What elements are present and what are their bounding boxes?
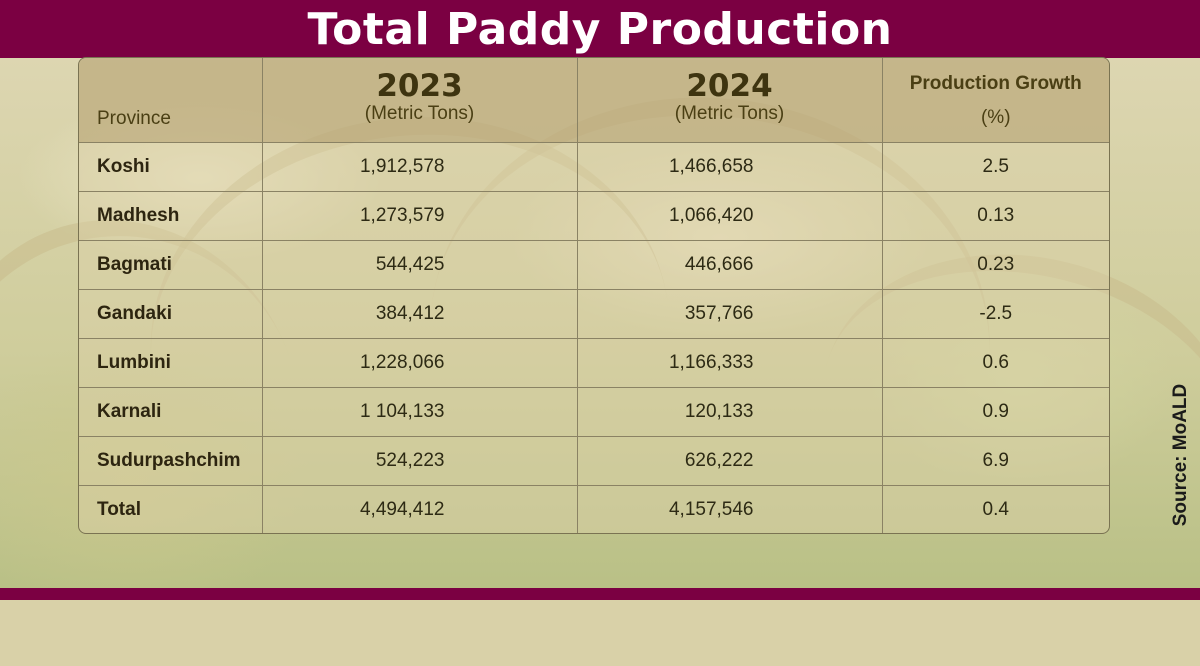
cell-province: Madhesh [79,191,263,241]
cell-growth: 0.13 [882,191,1109,241]
title-banner: Total Paddy Production [0,0,1200,58]
cell-2024: 4,157,546 [577,485,883,533]
header-2024-unit: (Metric Tons) [674,103,785,124]
header-2024-year: 2024 [686,68,773,104]
cell-2023: 544,425 [262,240,578,290]
source-credit: Source: MoALD [1170,383,1191,527]
cell-growth: 0.4 [982,498,1009,520]
header-growth-unit: (%) [980,107,1011,128]
cell-growth: 0.23 [882,240,1109,290]
cell-2024: 1,066,420 [577,191,883,241]
cell-2024: 357,766 [577,289,883,339]
page-title: Total Paddy Production [307,3,893,55]
cell-2024: 1,466,658 [577,142,883,192]
table-header-row: Province 2023 (Metric Tons) 2024 (Metric… [79,58,1109,143]
footer-bar [0,588,1200,600]
header-growth: Production Growth (%) [882,58,1109,143]
cell-2023: 1,273,579 [262,191,578,241]
cell-growth: 0.9 [882,387,1109,437]
table-row: Lumbini 1,228,066 1,166,333 0.6 [79,338,1109,388]
cell-province: Gandaki [79,289,263,339]
header-2023-year: 2023 [376,68,463,104]
cell-2024: 1,166,333 [577,338,883,388]
table-row: Gandaki 384,412 357,766 -2.5 [79,289,1109,339]
cell-2024: 120,133 [577,387,883,437]
cell-2023: 524,223 [262,436,578,486]
cell-2023: 1,912,578 [262,142,578,192]
table-row: Bagmati 544,425 446,666 0.23 [79,240,1109,290]
table-row: Koshi 1,912,578 1,466,658 2.5 [79,142,1109,192]
production-table-container: Province 2023 (Metric Tons) 2024 (Metric… [78,57,1110,534]
cell-growth: 0.6 [882,338,1109,388]
production-table: Province 2023 (Metric Tons) 2024 (Metric… [79,58,1109,533]
cell-2023: 4,494,412 [262,485,578,533]
cell-growth: -2.5 [882,289,1109,339]
header-province: Province [79,58,263,143]
cell-2023: 1 104,133 [262,387,578,437]
cell-province: Koshi [79,142,263,192]
cell-2023: 384,412 [262,289,578,339]
cell-2023: 1,228,066 [262,338,578,388]
header-growth-label: Production Growth [909,73,1082,94]
cell-2024: 626,222 [577,436,883,486]
cell-province: Sudurpashchim [79,436,263,486]
cell-province: Karnali [79,387,263,437]
table-row: Karnali 1 104,133 120,133 0.9 [79,387,1109,437]
cell-province: Lumbini [79,338,263,388]
header-2023: 2023 (Metric Tons) [262,58,578,143]
table-row: Madhesh 1,273,579 1,066,420 0.13 [79,191,1109,241]
header-2023-unit: (Metric Tons) [364,103,475,124]
header-2024: 2024 (Metric Tons) [577,58,883,143]
table-row-total: Total 4,494,412 4,157,546 0.4 [79,485,1109,533]
cell-province: Total [79,485,263,533]
table-row: Sudurpashchim 524,223 626,222 6.9 [79,436,1109,486]
cell-growth: 2.5 [882,142,1109,192]
cell-province: Bagmati [79,240,263,290]
cell-2024: 446,666 [577,240,883,290]
cell-growth: 6.9 [882,436,1109,486]
